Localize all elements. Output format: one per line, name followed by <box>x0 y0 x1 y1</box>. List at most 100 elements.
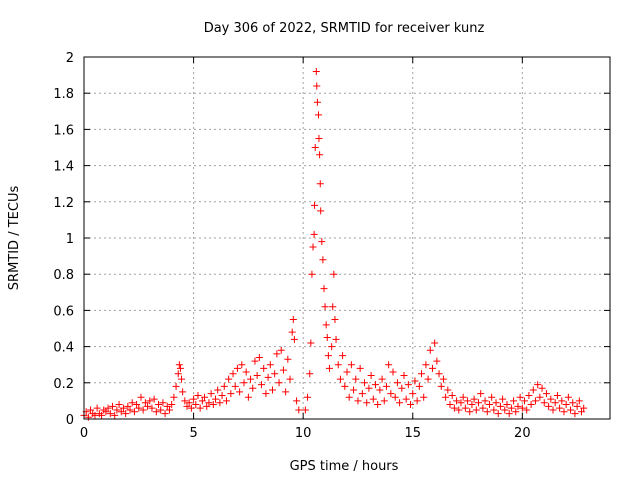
y-tick-label: 0 <box>66 413 74 428</box>
data-point <box>477 390 485 398</box>
data-point <box>415 382 423 390</box>
data-point <box>567 406 575 414</box>
data-point <box>437 382 445 390</box>
data-point <box>331 315 339 323</box>
data-point <box>556 404 564 412</box>
data-point <box>124 402 132 410</box>
data-point <box>523 406 531 414</box>
data-point <box>470 395 478 403</box>
data-point <box>341 382 349 390</box>
data-point <box>479 404 487 412</box>
data-point <box>369 395 377 403</box>
data-point <box>549 406 557 414</box>
data-point <box>389 368 397 376</box>
data-point <box>87 406 95 414</box>
data-point <box>264 373 272 381</box>
data-point <box>459 393 467 401</box>
data-point <box>367 372 375 380</box>
data-point <box>435 370 443 378</box>
data-point <box>218 391 226 399</box>
data-point <box>139 406 147 414</box>
data-point <box>501 406 509 414</box>
data-point <box>91 411 99 419</box>
data-point <box>424 375 432 383</box>
data-point <box>227 390 235 398</box>
data-point <box>400 372 408 380</box>
data-point <box>525 391 533 399</box>
plot-frame <box>83 56 611 420</box>
data-point <box>128 399 136 407</box>
y-tick-label: 0.8 <box>53 268 74 283</box>
data-point <box>453 397 461 405</box>
data-point <box>409 390 417 398</box>
x-tick-label: 20 <box>514 426 531 441</box>
y-tick-label: 2 <box>66 51 74 66</box>
data-point <box>492 399 500 407</box>
data-point <box>558 397 566 405</box>
data-point <box>311 144 319 151</box>
data-point <box>428 364 436 372</box>
data-point <box>135 404 143 412</box>
data-point <box>332 335 340 343</box>
data-point <box>325 364 333 372</box>
data-point <box>455 406 463 414</box>
data-point <box>352 375 360 383</box>
data-point <box>288 328 296 336</box>
data-point <box>512 408 520 416</box>
data-point <box>316 180 324 188</box>
data-point <box>578 408 586 416</box>
data-point <box>275 379 283 387</box>
data-point <box>483 408 491 416</box>
y-tick-label: 1.6 <box>53 123 74 138</box>
data-point <box>488 393 496 401</box>
data-point <box>444 386 452 394</box>
data-point <box>329 303 337 311</box>
data-point <box>345 393 353 401</box>
y-tick-label: 1 <box>66 232 74 247</box>
data-point <box>251 357 259 365</box>
data-point <box>194 391 202 399</box>
data-point <box>238 361 246 369</box>
chart-title: Day 306 of 2022, SRMTID for receiver kun… <box>204 21 485 36</box>
data-point <box>260 364 268 372</box>
data-point <box>464 397 472 405</box>
data-point <box>404 381 412 389</box>
data-point <box>157 406 165 414</box>
data-point <box>201 393 209 401</box>
data-point <box>385 361 393 369</box>
x-tick-label: 10 <box>295 426 312 441</box>
data-point <box>249 384 257 392</box>
data-point <box>286 375 294 383</box>
data-point <box>282 388 290 396</box>
data-point <box>510 397 518 405</box>
data-point <box>446 401 454 409</box>
data-point <box>315 134 323 142</box>
data-point <box>279 366 287 374</box>
data-point <box>431 339 439 347</box>
data-point <box>255 353 263 361</box>
data-point <box>113 406 121 414</box>
data-point <box>361 379 369 387</box>
data-point <box>176 364 184 372</box>
data-point <box>531 397 539 405</box>
data-point <box>461 404 469 412</box>
data-point <box>141 399 149 407</box>
data-point <box>564 393 572 401</box>
data-point <box>396 399 404 407</box>
data-point <box>304 393 312 401</box>
y-axis-label: SRMTID / TECUs <box>7 186 22 291</box>
data-point <box>168 401 176 409</box>
data-point <box>104 404 112 412</box>
data-point <box>108 402 116 410</box>
data-point <box>247 375 255 383</box>
data-point <box>301 406 309 414</box>
data-point <box>306 370 314 378</box>
data-point <box>318 238 326 246</box>
data-point <box>137 393 145 401</box>
data-point <box>313 98 321 106</box>
data-point <box>505 410 513 418</box>
data-point <box>258 381 266 389</box>
y-tick-label: 0.4 <box>53 341 74 356</box>
data-point <box>499 395 507 403</box>
